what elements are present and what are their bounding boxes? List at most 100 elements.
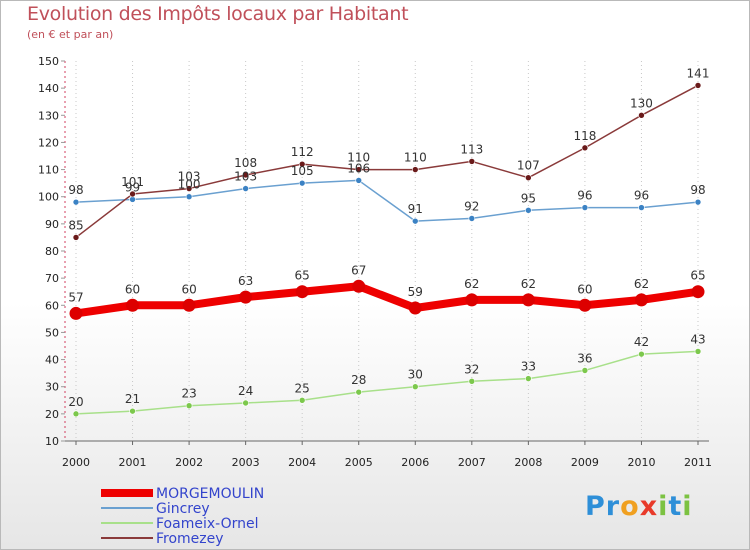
data-label: 32 — [464, 362, 479, 376]
data-label: 43 — [690, 332, 705, 346]
data-label: 57 — [68, 290, 83, 304]
y-tick-label: 20 — [45, 408, 59, 421]
data-label: 24 — [238, 384, 253, 398]
data-label: 23 — [181, 387, 196, 401]
chart-title: Evolution des Impôts locaux par Habitant — [27, 3, 409, 25]
data-label: 106 — [347, 161, 370, 175]
data-label: 113 — [460, 142, 483, 156]
data-point — [355, 388, 363, 396]
data-point — [411, 383, 419, 391]
logo-letter: i — [658, 491, 669, 522]
data-point — [355, 166, 363, 173]
data-label: 65 — [690, 269, 705, 283]
data-point — [352, 279, 366, 293]
data-label: 20 — [68, 395, 83, 409]
data-label: 103 — [234, 170, 257, 184]
logo-letter: x — [639, 491, 659, 522]
data-point — [72, 234, 80, 241]
data-point — [525, 375, 532, 382]
y-tick-label: 100 — [38, 191, 59, 204]
y-tick-label: 110 — [38, 164, 59, 177]
data-label: 63 — [238, 274, 253, 288]
data-label: 33 — [521, 360, 536, 374]
y-tick-label: 80 — [45, 245, 59, 258]
data-point — [691, 285, 705, 299]
data-label: 103 — [178, 170, 201, 184]
y-tick-label: 50 — [45, 326, 59, 339]
data-point — [69, 306, 83, 320]
data-point — [298, 160, 306, 168]
data-point — [129, 196, 136, 203]
data-point — [295, 285, 309, 299]
data-point — [468, 377, 476, 385]
logo-letter: r — [605, 491, 621, 522]
data-point — [465, 293, 479, 307]
x-tick-label: 2007 — [458, 456, 486, 469]
x-tick-label: 2011 — [684, 456, 712, 469]
data-point — [468, 158, 476, 165]
data-label: 85 — [68, 218, 83, 232]
legend-label: Fromezey — [156, 531, 224, 547]
data-label: 59 — [408, 285, 423, 299]
y-tick-label: 140 — [38, 82, 59, 95]
data-point — [638, 350, 645, 358]
data-point — [581, 367, 589, 374]
data-label: 67 — [351, 263, 366, 277]
data-point — [129, 407, 136, 415]
y-tick-label: 10 — [45, 435, 59, 448]
data-label: 96 — [577, 189, 592, 203]
y-tick-label: 70 — [45, 272, 59, 285]
x-tick-label: 2009 — [571, 456, 599, 469]
data-label: 108 — [234, 156, 257, 170]
data-point — [581, 204, 589, 211]
x-tick-label: 2000 — [62, 456, 90, 469]
data-label: 96 — [634, 189, 649, 203]
series-line-morgemoulin — [72, 282, 702, 318]
data-label: 105 — [291, 164, 314, 178]
data-label: 28 — [351, 373, 366, 387]
data-label: 92 — [464, 199, 479, 213]
data-label: 107 — [517, 159, 540, 173]
x-tick-label: 2001 — [119, 456, 147, 469]
data-point — [411, 217, 419, 225]
chart-subtitle: (en € et par an) — [27, 28, 114, 41]
legend-label: Foameix-Ornel — [156, 516, 258, 532]
data-point — [298, 179, 306, 187]
data-point — [126, 298, 140, 312]
x-tick-label: 2006 — [401, 456, 429, 469]
data-label: 100 — [178, 178, 201, 192]
data-label: 118 — [573, 129, 596, 143]
x-tick-label: 2005 — [345, 456, 373, 469]
data-point — [694, 348, 702, 355]
data-label: 62 — [634, 277, 649, 291]
data-point — [694, 82, 702, 89]
data-point — [638, 204, 645, 211]
proxiti-logo: Proxiti — [585, 491, 693, 522]
data-label: 42 — [634, 335, 649, 349]
data-label: 36 — [577, 351, 592, 365]
data-label: 98 — [690, 183, 705, 197]
data-label: 95 — [521, 191, 536, 205]
data-label: 110 — [347, 151, 370, 165]
series-line-foameix-ornel — [75, 350, 699, 415]
data-label: 65 — [295, 269, 310, 283]
data-label: 112 — [291, 145, 314, 159]
y-tick-label: 150 — [38, 55, 59, 68]
data-point — [185, 193, 193, 201]
y-tick-label: 30 — [45, 381, 59, 394]
data-point — [355, 177, 363, 184]
data-point — [411, 166, 419, 173]
data-point — [578, 298, 592, 312]
y-tick-label: 40 — [45, 354, 59, 367]
data-label: 130 — [630, 96, 653, 110]
data-point — [525, 206, 532, 214]
data-point — [72, 410, 80, 418]
data-label: 141 — [687, 66, 710, 80]
data-point — [242, 185, 249, 192]
y-tick-label: 60 — [45, 299, 59, 312]
data-point — [634, 293, 648, 307]
data-label: 30 — [408, 368, 423, 382]
data-point — [525, 174, 532, 182]
data-label: 21 — [125, 392, 140, 406]
